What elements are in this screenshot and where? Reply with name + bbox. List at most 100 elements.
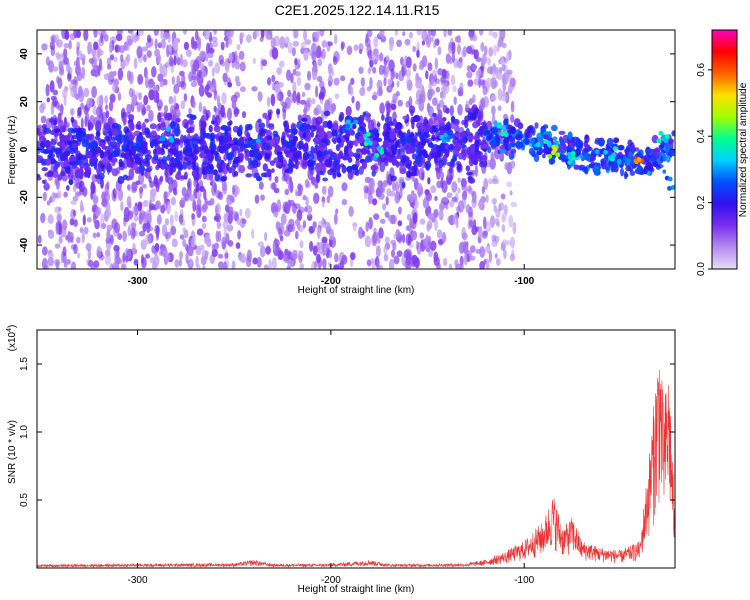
heatmap-cell — [364, 176, 371, 183]
heatmap-cell — [320, 98, 323, 105]
heatmap-cell — [226, 224, 234, 232]
heatmap-cell — [583, 152, 590, 161]
heatmap-hotspot — [567, 155, 573, 161]
heatmap-cell — [493, 44, 497, 57]
heatmap-cell — [495, 73, 500, 79]
heatmap-cell — [662, 169, 667, 174]
heatmap-cell — [236, 44, 241, 51]
height-axis-bottom: -300 -200 -100 — [128, 330, 535, 586]
heatmap-cell — [365, 221, 370, 232]
heatmap-cell — [174, 108, 181, 119]
heatmap-cell — [130, 31, 135, 42]
heatmap-cell — [425, 192, 433, 202]
heatmap-cell — [464, 115, 470, 122]
heatmap-cell — [303, 49, 309, 61]
colorbar-frame — [711, 29, 738, 270]
heatmap-cell — [104, 254, 111, 266]
heatmap-cell — [371, 170, 376, 177]
heatmap-cell — [233, 106, 239, 118]
heatmap-cell — [368, 217, 373, 230]
heatmap-cell — [48, 118, 55, 123]
heatmap-cell — [389, 43, 393, 52]
heatmap-cell — [373, 213, 380, 220]
heatmap-cell — [206, 42, 210, 55]
heatmap-cell — [108, 101, 114, 112]
heatmap-cell — [238, 50, 245, 61]
heatmap-cell — [224, 61, 230, 73]
heatmap-hotspot — [372, 156, 378, 161]
heatmap-cell — [454, 133, 461, 138]
heatmap-cell — [189, 257, 193, 267]
heatmap-cell — [332, 122, 339, 131]
colorbar-label: Normalized spectral amplitude — [738, 82, 749, 217]
heatmap-cell — [382, 203, 387, 211]
heatmap-cell — [124, 56, 130, 67]
heatmap-cell — [431, 30, 436, 37]
heatmap-cell — [267, 30, 273, 35]
heatmap-cell — [383, 253, 389, 262]
heatmap-cell — [54, 243, 61, 249]
heatmap-cell — [473, 34, 478, 42]
heatmap-cell — [509, 126, 516, 135]
heatmap-cell — [436, 261, 441, 269]
heatmap-cell — [450, 158, 455, 167]
heatmap-cell — [455, 218, 459, 229]
heatmap-cell — [437, 114, 442, 122]
heatmap-cell — [469, 255, 476, 261]
heatmap-cell — [400, 148, 405, 153]
height-axis-label-bottom: Height of straight line (km) — [298, 584, 415, 595]
heatmap-cell — [234, 61, 241, 70]
heatmap-cell — [174, 210, 178, 223]
heatmap-cell — [185, 252, 189, 264]
heatmap-cell — [44, 158, 52, 166]
heatmap-cell — [135, 180, 141, 186]
heatmap-cell — [83, 226, 89, 235]
heatmap-cell — [209, 143, 217, 150]
heatmap-cell — [92, 195, 98, 206]
heatmap-cell — [76, 153, 84, 161]
heatmap-cell — [492, 31, 498, 39]
heatmap-cell — [62, 219, 68, 231]
heatmap-cell — [196, 208, 200, 216]
heatmap-cell — [173, 127, 181, 137]
heatmap-hotspot — [443, 132, 448, 138]
heatmap-cell — [159, 63, 163, 74]
heatmap-cell — [70, 116, 75, 124]
heatmap-cell — [120, 263, 127, 269]
heatmap-cell — [448, 166, 453, 174]
heatmap-cell — [276, 67, 283, 75]
heatmap-cell — [491, 234, 497, 242]
heatmap-cell — [268, 138, 276, 147]
heatmap-cell — [105, 104, 108, 111]
x-tick-label: -300 — [128, 575, 148, 586]
heatmap-cell — [69, 218, 75, 226]
heatmap-cell — [367, 67, 371, 75]
heatmap-cell — [47, 214, 54, 225]
heatmap-cell — [379, 52, 384, 62]
heatmap-cell — [396, 250, 403, 257]
heatmap-cell — [76, 236, 81, 244]
heatmap-cell — [467, 79, 474, 87]
heatmap-cell — [186, 160, 192, 166]
heatmap-cell — [62, 125, 66, 133]
heatmap-cell — [63, 57, 69, 65]
heatmap-cell — [298, 255, 303, 264]
heatmap-cell — [362, 230, 366, 238]
heatmap-hotspot — [246, 142, 252, 148]
heatmap-cell — [331, 129, 338, 137]
heatmap-cell — [190, 36, 195, 49]
heatmap-cell — [485, 221, 492, 233]
heatmap-hotspot — [633, 158, 639, 164]
snr-axis: 0.5 1.0 1.5 — [19, 357, 675, 507]
heatmap-cell — [103, 122, 111, 130]
heatmap-cell — [145, 41, 152, 49]
heatmap-cell — [166, 154, 171, 161]
heatmap-cell — [143, 95, 149, 106]
heatmap-cell — [476, 155, 483, 162]
heatmap-cell — [379, 30, 385, 39]
heatmap-cell — [182, 238, 187, 247]
heatmap-cell — [101, 191, 107, 202]
heatmap-cell — [416, 49, 420, 58]
heatmap-cell — [68, 179, 74, 186]
